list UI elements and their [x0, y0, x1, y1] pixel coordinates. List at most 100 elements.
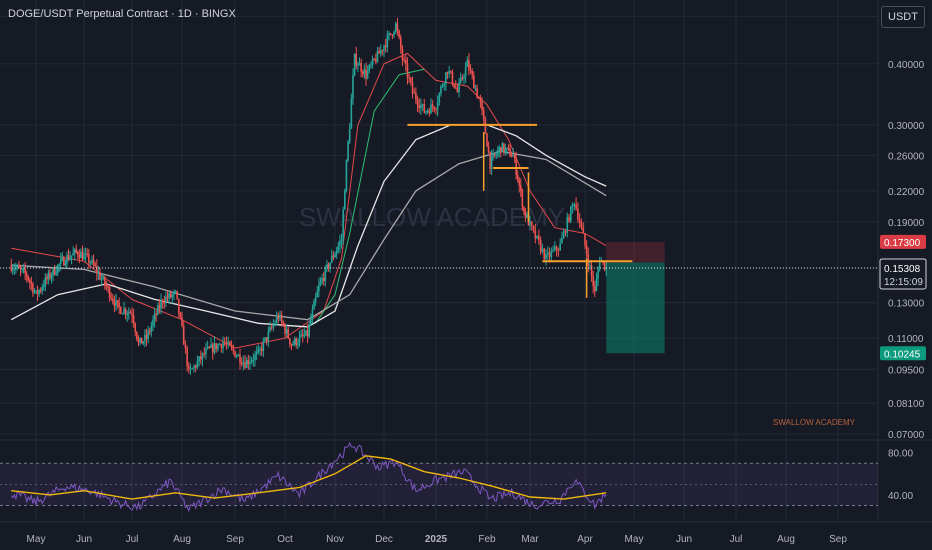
rsi-line-yellow [11, 455, 607, 500]
price-tick-label: 0.08100 [888, 399, 925, 410]
candle-body [10, 265, 13, 271]
candle-body [47, 272, 50, 280]
time-tick-label: Jun [676, 534, 692, 545]
candle-body [318, 284, 320, 292]
candle-body [416, 99, 419, 106]
candle-body [381, 50, 384, 52]
price-tick-label: 0.11000 [888, 334, 924, 345]
candle-body [18, 265, 20, 268]
candle-body [245, 360, 248, 368]
candle-body [334, 253, 336, 258]
candle-body [29, 280, 31, 283]
price-axis[interactable]: 0.500000.400000.300000.260000.220000.190… [879, 12, 927, 502]
candle-body [552, 249, 554, 252]
candle-body [27, 276, 30, 281]
stop-zone [606, 241, 665, 263]
candle-body [134, 323, 137, 332]
candle-body [137, 339, 140, 343]
candle-body [208, 346, 211, 348]
candle-body [64, 263, 67, 266]
candle-body [94, 264, 96, 267]
target-price-badge-bg [880, 346, 926, 361]
candle-body [300, 334, 302, 337]
candle-body [188, 366, 190, 370]
candle-body [566, 217, 569, 233]
candle-body [440, 86, 442, 94]
candle-body [123, 308, 125, 314]
candle-body [11, 269, 14, 271]
moving-average-gray [11, 150, 607, 321]
candle-body [403, 59, 405, 61]
candle-body [41, 287, 43, 291]
candle-body [61, 257, 64, 260]
candle-body [32, 284, 34, 293]
candle-body [220, 344, 223, 348]
candle-body [223, 342, 226, 344]
time-tick-label: Nov [326, 534, 344, 545]
candle-body [481, 101, 483, 110]
candle-body [371, 58, 374, 65]
time-tick-label: 2025 [425, 534, 448, 545]
candle-body [463, 76, 465, 79]
candle-body [413, 92, 415, 94]
time-tick-label: Aug [173, 534, 191, 545]
last-price-label: 0.15308 [884, 264, 921, 275]
candle-body [393, 32, 395, 36]
candle-body [147, 330, 149, 339]
candle-body [332, 255, 335, 258]
candle-body [227, 341, 229, 344]
candle-body [110, 297, 112, 299]
candle-body [506, 147, 508, 149]
candle-body [124, 308, 127, 315]
candle-body [275, 316, 278, 324]
candle-body [292, 344, 294, 346]
candle-body [55, 272, 57, 275]
candle-body [181, 316, 183, 326]
candle-body [285, 329, 288, 334]
candle-body [445, 72, 447, 84]
moving-average-green [315, 68, 425, 324]
candle-body [116, 300, 119, 303]
candle-body [176, 290, 178, 299]
candle-body [316, 291, 319, 297]
candle-body [503, 143, 505, 153]
candle-body [22, 268, 25, 270]
trade-setup-box [606, 241, 665, 354]
candle-body [50, 275, 53, 278]
candle-body [443, 83, 446, 86]
candle-body [173, 291, 175, 295]
candle-body [468, 60, 470, 71]
candle-body [70, 255, 73, 258]
candle-body [25, 273, 28, 277]
candle-body [319, 281, 322, 285]
candle-body [92, 259, 95, 265]
candle-body [78, 254, 81, 258]
candle-body [398, 30, 400, 38]
candle-body [242, 362, 245, 365]
candle-body [471, 70, 473, 76]
candle-body [86, 253, 88, 255]
currency-button[interactable]: USDT [881, 6, 925, 28]
candle-body [80, 252, 82, 258]
candle-body [310, 319, 312, 325]
candle-body [550, 251, 553, 258]
candle-body [168, 293, 170, 299]
price-tick-label: 0.13000 [888, 299, 925, 310]
candle-body [370, 64, 372, 66]
time-axis[interactable]: May Jun Jul Aug Sep Oct Nov Dec 2025 Feb Mar Apr May… [27, 534, 848, 545]
candle-body [435, 109, 437, 111]
candle-body [280, 314, 283, 322]
candle-body [347, 141, 349, 161]
candle-body [408, 77, 410, 79]
candle-body [306, 330, 309, 337]
candle-body [454, 87, 457, 89]
candle-body [532, 226, 535, 230]
candle-body [571, 204, 574, 207]
candle-body [321, 278, 323, 282]
target-price-badge: 0.10245 [884, 349, 921, 360]
candle-body [69, 257, 71, 260]
candle-body [350, 99, 353, 129]
candle-body [126, 313, 128, 315]
candle-body [498, 147, 501, 151]
